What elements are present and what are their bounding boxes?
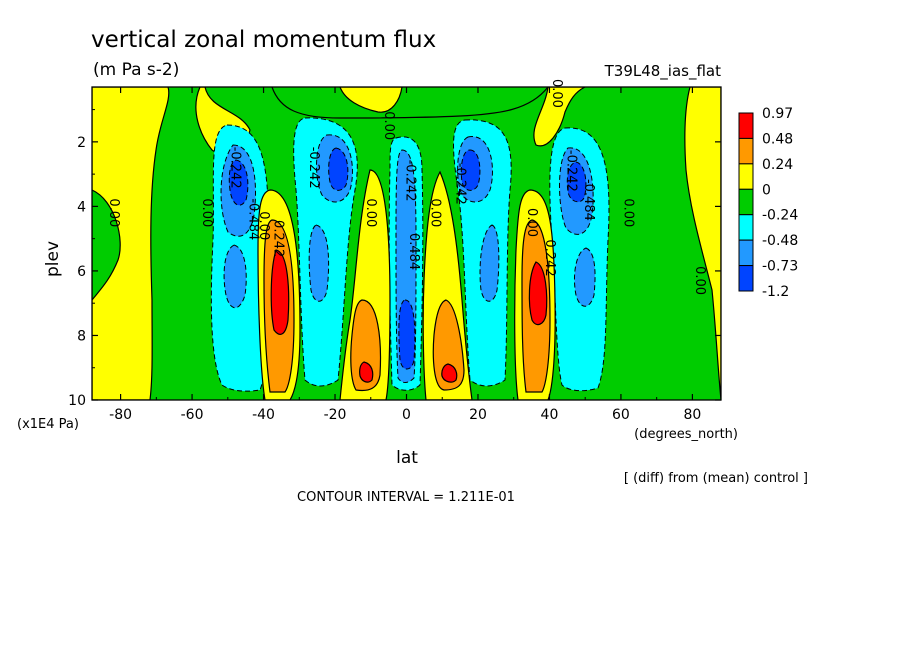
y-tick-label: 2	[77, 135, 86, 151]
zero-contour-upper	[271, 87, 549, 119]
y-tick-label: 4	[77, 199, 86, 215]
column-south-positive	[257, 189, 301, 400]
contour-label: 0.242	[542, 239, 557, 276]
y-axis-label: plev	[43, 241, 63, 277]
contour-label: 0.00	[428, 198, 443, 227]
colorbar-label: 0.97	[762, 106, 793, 122]
contour-label: 0.484	[406, 233, 421, 270]
contour-label: -0.484	[245, 198, 260, 240]
column-equator	[388, 136, 424, 391]
colorbar-label: -0.24	[762, 208, 798, 224]
x-tick-label: -20	[324, 407, 347, 423]
colorbar-swatch	[738, 163, 754, 190]
run-label: T39L48_ias_flat	[604, 62, 722, 81]
contour-label: 0.00	[692, 266, 707, 295]
colorbar-label: -0.73	[762, 259, 798, 275]
colorbar-label: 0	[762, 182, 771, 198]
contour-interval: CONTOUR INTERVAL = 1.211E-01	[297, 490, 515, 505]
x-tick-label: 60	[612, 407, 630, 423]
colorbar-label: -0.48	[762, 233, 798, 249]
region-south-polar-positive	[92, 87, 170, 400]
y-tick-label: 6	[77, 264, 86, 280]
x-tick-label: 0	[402, 407, 411, 423]
contour-label: -0.484	[581, 179, 596, 221]
colorbar-label: 0.48	[762, 131, 793, 147]
colorbar-swatch	[738, 137, 754, 165]
contour-label: 0.00	[621, 198, 636, 227]
region-upper-positive-mid	[339, 87, 403, 113]
colorbar: 0.97 0.48 0.24 0 -0.24 -0.48 -0.73 -1.2	[738, 106, 798, 300]
x-tick-label: -60	[181, 407, 204, 423]
contour-label: 0.00	[524, 208, 539, 237]
contour-label: 0.00	[549, 79, 564, 108]
y-tick-label: 10	[68, 393, 86, 409]
contour-label: 0.00	[106, 198, 121, 227]
chart-units: (m Pa s-2)	[93, 60, 179, 80]
column-subtropical-south-positive	[339, 169, 391, 400]
region-upper-positive-north	[533, 87, 586, 147]
x-tick-label: 80	[683, 407, 701, 423]
colorbar-swatch	[738, 265, 754, 292]
contour-label: -0.242	[563, 150, 578, 192]
colorbar-label: 0.24	[762, 157, 793, 173]
chart-title: vertical zonal momentum flux	[91, 27, 436, 53]
region-south-polar-green-lobe	[92, 189, 121, 301]
contour-label: -0.242	[227, 147, 242, 189]
contour-label: 0.00	[363, 198, 378, 227]
column-subtropical-north-positive	[422, 170, 473, 400]
colorbar-label: -1.2	[762, 284, 789, 300]
x-axis: -80 -60 -40 -20 0 20 40 60 80	[109, 87, 701, 423]
column-north-outer	[549, 127, 610, 392]
column-north-positive	[514, 189, 556, 400]
column-south-outer	[210, 124, 269, 392]
x-tick-label: -80	[109, 407, 132, 423]
x-tick-label: -40	[252, 407, 275, 423]
diff-note: [ (diff) from (mean) control ]	[624, 471, 808, 486]
x-tick-label: 40	[541, 407, 559, 423]
contour-label: 0.00	[381, 111, 396, 140]
contour-field	[92, 87, 721, 400]
x-axis-label: lat	[396, 448, 418, 468]
contour-label: -0.242	[403, 160, 418, 202]
colorbar-swatch	[738, 239, 754, 267]
contour-label: -0.242	[453, 163, 468, 205]
contour-label: 0.00	[256, 211, 271, 240]
y-axis-units: (x1E4 Pa)	[17, 417, 79, 432]
contour-label: 0.242	[270, 220, 285, 257]
x-axis-units: (degrees_north)	[634, 427, 738, 442]
colorbar-swatch	[738, 112, 754, 139]
x-tick-label: 20	[469, 407, 487, 423]
colorbar-swatch	[738, 214, 754, 241]
y-axis: 2 4 6 8 10	[68, 109, 721, 409]
y-tick-label: 8	[77, 328, 86, 344]
contour-label: 0.00	[199, 198, 214, 227]
colorbar-swatch	[738, 188, 754, 216]
column-north-inner	[453, 119, 512, 387]
column-south-inner	[293, 117, 358, 387]
contour-label: -0.242	[306, 147, 321, 189]
region-north-polar-positive	[684, 87, 721, 400]
